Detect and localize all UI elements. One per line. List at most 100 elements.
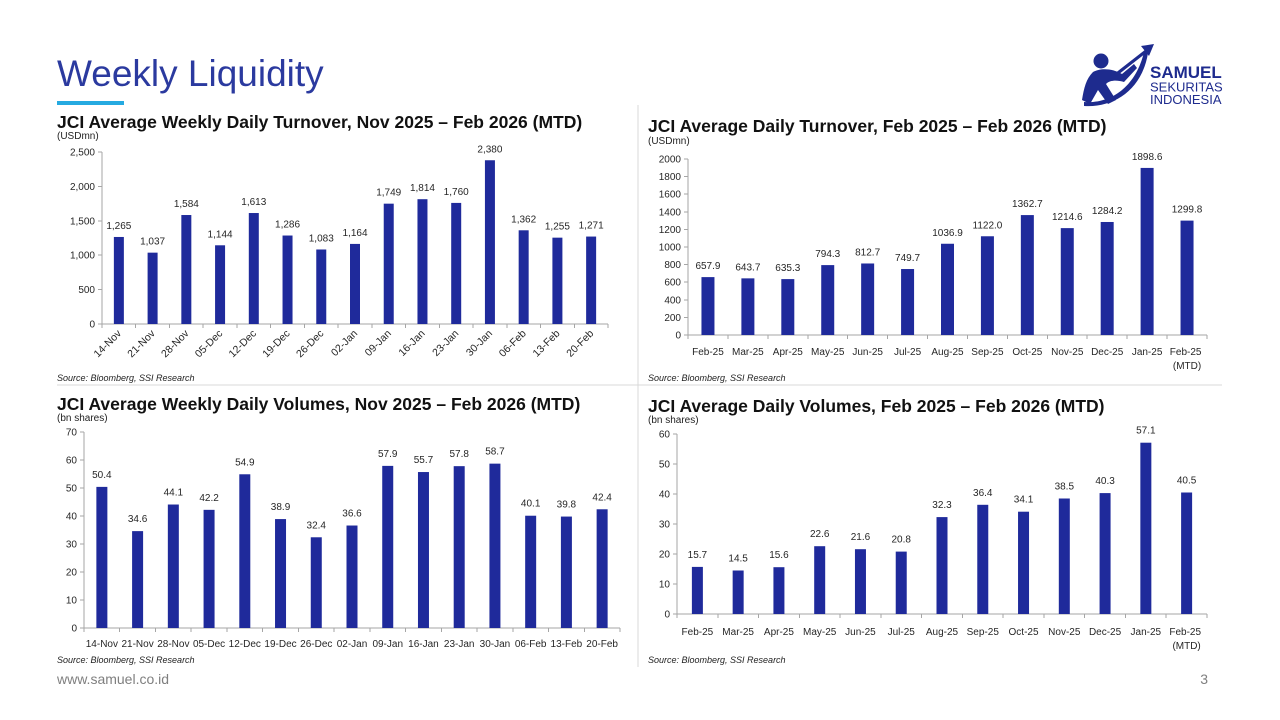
data-label: 635.3 — [775, 263, 800, 274]
x-tick-label: 28-Nov — [157, 639, 189, 650]
y-tick-label: 70 — [66, 428, 78, 439]
data-label: 57.9 — [378, 449, 398, 460]
bar — [417, 472, 429, 628]
data-label: 42.4 — [592, 492, 612, 503]
data-label: 812.7 — [855, 247, 880, 258]
x-tick-label: 05-Dec — [193, 639, 225, 650]
data-label: 1,584 — [174, 199, 199, 210]
data-label: 1,144 — [208, 229, 233, 240]
bar — [310, 537, 322, 628]
chart-plot-area: 0 500 1,000 1,500 2,000 2,500 1,265 14-Nov 1,037… — [70, 144, 609, 360]
bar — [203, 509, 215, 628]
data-label: 794.3 — [815, 249, 840, 260]
bar — [936, 517, 948, 614]
x-tick-label: 20-Feb — [564, 328, 596, 360]
chart-unit-label: (USDmn) — [57, 131, 99, 142]
data-label: 55.7 — [414, 455, 434, 466]
data-label: 1122.0 — [973, 220, 1003, 231]
bar — [215, 245, 226, 324]
y-tick-label: 0 — [675, 331, 681, 342]
data-label: 57.8 — [449, 449, 469, 460]
data-label: 15.7 — [688, 550, 708, 561]
archer-logo-icon — [1082, 44, 1154, 107]
data-label: 38.9 — [271, 502, 291, 513]
x-tick-label: 14-Nov — [92, 327, 125, 360]
chart-monthly-turnover: JCI Average Daily Turnover, Feb 2025 – F… — [648, 116, 1208, 383]
y-tick-label: 1,000 — [70, 251, 95, 262]
bar — [1181, 492, 1193, 614]
x-tick-label: 26-Dec — [300, 639, 332, 650]
bar — [275, 519, 287, 628]
data-label: 34.6 — [128, 514, 148, 525]
bar — [781, 279, 795, 335]
data-label: 54.9 — [235, 457, 255, 468]
bar — [350, 243, 360, 324]
y-tick-label: 60 — [659, 430, 671, 441]
x-tick-label: May-25 — [811, 347, 845, 358]
data-label: 1,760 — [444, 187, 469, 198]
chart-unit-label: (USDmn) — [648, 136, 690, 147]
x-tick-label: Jan-25 — [1132, 347, 1163, 358]
x-tick-label: 09-Jan — [363, 328, 394, 359]
x-tick-label: 02-Jan — [329, 328, 360, 359]
company-logo: SAMUEL SEKURITAS INDONESIA — [1082, 44, 1223, 107]
y-tick-label: 1000 — [659, 243, 682, 254]
logo-name: SAMUEL — [1150, 63, 1222, 82]
y-tick-label: 0 — [664, 610, 670, 621]
x-tick-label: 20-Feb — [586, 639, 618, 650]
data-label: 1036.9 — [932, 228, 963, 239]
bar — [346, 525, 358, 628]
x-tick-label: 06-Feb — [497, 328, 529, 360]
bar — [451, 202, 462, 324]
chart-title: JCI Average Weekly Daily Volumes, Nov 20… — [57, 394, 580, 414]
page-title: Weekly Liquidity — [57, 53, 324, 94]
data-label: 36.4 — [973, 488, 993, 499]
bar — [316, 249, 327, 324]
data-label: 42.2 — [199, 493, 219, 504]
y-tick-label: 2,500 — [70, 148, 95, 159]
x-tick-label: Nov-25 — [1051, 347, 1084, 358]
y-tick-label: 50 — [66, 484, 78, 495]
y-tick-label: 10 — [66, 596, 78, 607]
y-tick-label: 10 — [659, 580, 671, 591]
data-label: 15.6 — [769, 550, 789, 561]
x-tick-label: Jul-25 — [888, 627, 916, 638]
data-label: 1,037 — [140, 237, 165, 248]
x-tick-label: Feb-25 (MTD) — [1169, 627, 1203, 652]
x-tick-label: Mar-25 — [732, 347, 764, 358]
chart-unit-label: (bn shares) — [648, 415, 699, 426]
x-tick-label: Jun-25 — [845, 627, 876, 638]
data-label: 20.8 — [891, 535, 911, 546]
bar — [282, 235, 293, 324]
data-label: 14.5 — [728, 554, 748, 565]
data-label: 36.6 — [342, 509, 362, 520]
x-tick-label: 12-Dec — [226, 328, 258, 360]
x-tick-label: Jan-25 — [1131, 627, 1162, 638]
data-label: 44.1 — [164, 488, 184, 499]
bar — [596, 509, 608, 628]
x-tick-label: 06-Feb — [515, 639, 547, 650]
data-label: 40.3 — [1095, 476, 1115, 487]
x-tick-label: 21-Nov — [121, 639, 153, 650]
bar — [773, 567, 785, 614]
chart-unit-label: (bn shares) — [57, 413, 108, 424]
y-tick-label: 40 — [66, 512, 78, 523]
data-label: 50.4 — [92, 470, 112, 481]
data-label: 21.6 — [851, 532, 871, 543]
bar — [1100, 221, 1114, 335]
data-label: 1,613 — [241, 197, 266, 208]
bar — [701, 277, 715, 335]
bar — [113, 236, 124, 324]
data-label: 749.7 — [895, 253, 920, 264]
bar — [732, 570, 744, 614]
x-tick-label: 16-Jan — [408, 639, 439, 650]
x-tick-label: Sep-25 — [971, 347, 1004, 358]
bar — [525, 515, 537, 628]
y-tick-label: 2000 — [659, 155, 682, 166]
y-tick-label: 0 — [89, 320, 95, 331]
y-tick-label: 1400 — [659, 207, 682, 218]
bar — [382, 465, 394, 628]
logo-subtitle-line2: INDONESIA — [1150, 92, 1222, 107]
bar — [941, 243, 954, 335]
x-tick-label: 26-Dec — [294, 328, 326, 360]
